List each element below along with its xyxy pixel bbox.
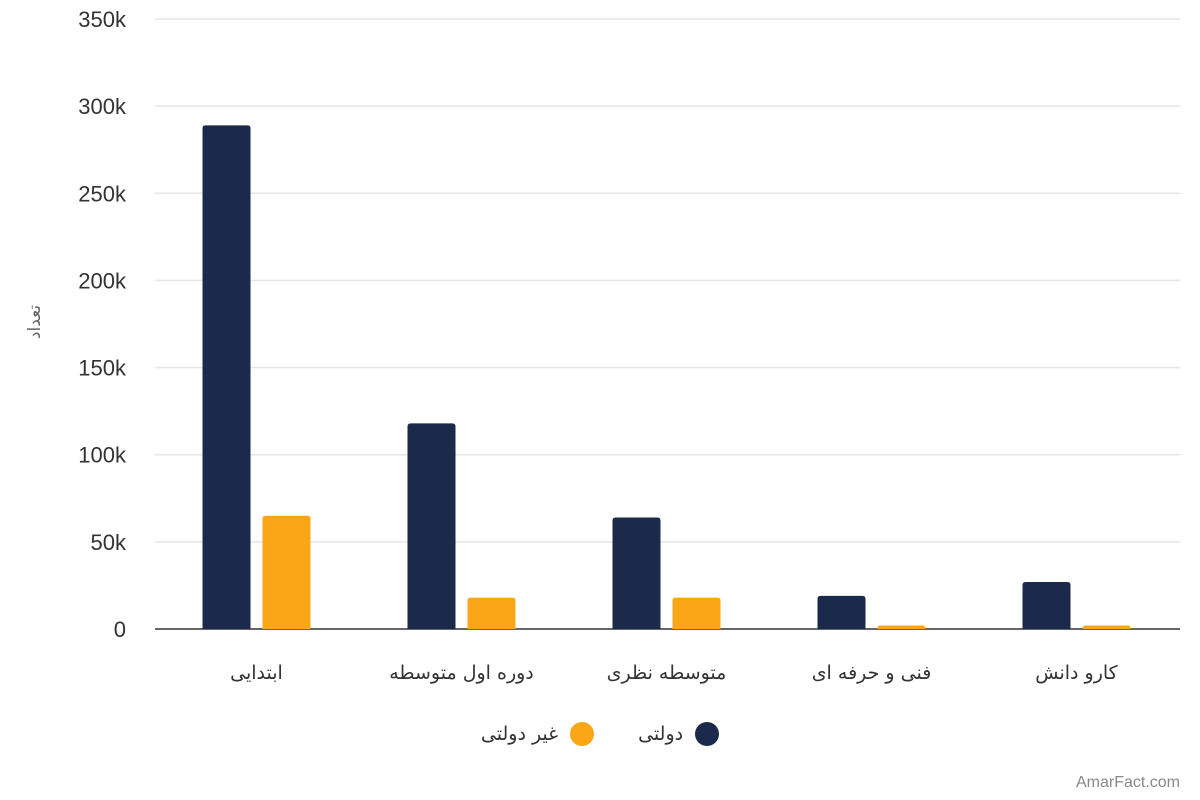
bars	[202, 125, 1131, 630]
y-tick-label: 50k	[91, 530, 127, 555]
bar-series-2-cat-2[interactable]	[467, 597, 516, 629]
x-category-label: دوره اول متوسطه	[389, 662, 534, 684]
bar-series-1-cat-5[interactable]	[1022, 581, 1071, 629]
y-axis-ticks: 0 50k 100k 150k 200k 250k 300k 350k	[78, 7, 127, 642]
bar-series-1-cat-1[interactable]	[202, 125, 251, 630]
x-axis-categories: ابتدایی دوره اول متوسطه متوسطه نظری فنی و ح…	[230, 662, 1119, 684]
y-axis-title: تعداد	[25, 305, 45, 339]
y-tick-label: 200k	[78, 268, 127, 293]
credit-text[interactable]: AmarFact.com	[1075, 774, 1180, 791]
x-category-label: فنی و حرفه ای	[812, 662, 932, 684]
x-category-label: متوسطه نظری	[607, 662, 727, 684]
bar-series-2-cat-3[interactable]	[672, 597, 721, 629]
y-tick-label: 250k	[78, 181, 127, 206]
bar-series-1-cat-4[interactable]	[817, 595, 866, 629]
y-tick-label: 0	[114, 617, 126, 642]
y-tick-label: 300k	[78, 94, 127, 119]
bar-series-1-cat-2[interactable]	[407, 423, 456, 629]
legend-marker-series-1	[695, 722, 720, 746]
bar-series-2-cat-5[interactable]	[1082, 625, 1131, 629]
bar-series-1-cat-3[interactable]	[612, 517, 661, 629]
legend-item-series-2[interactable]: غیر دولتی	[480, 722, 595, 746]
bar-series-2-cat-4[interactable]	[877, 625, 926, 629]
x-category-label: کارو دانش	[1035, 662, 1118, 684]
legend-marker-series-2	[570, 722, 595, 746]
legend: دولتی غیر دولتی	[0, 722, 1200, 746]
y-tick-label: 100k	[78, 443, 127, 468]
legend-label-series-1: دولتی	[638, 723, 684, 745]
y-tick-label: 150k	[78, 356, 127, 381]
legend-item-series-1[interactable]: دولتی	[638, 722, 720, 746]
y-tick-label: 350k	[78, 7, 127, 32]
grid-lines	[155, 18, 1180, 630]
legend-label-series-2: غیر دولتی	[480, 723, 559, 745]
x-category-label: ابتدایی	[230, 662, 283, 684]
bar-series-2-cat-1[interactable]	[262, 515, 311, 629]
